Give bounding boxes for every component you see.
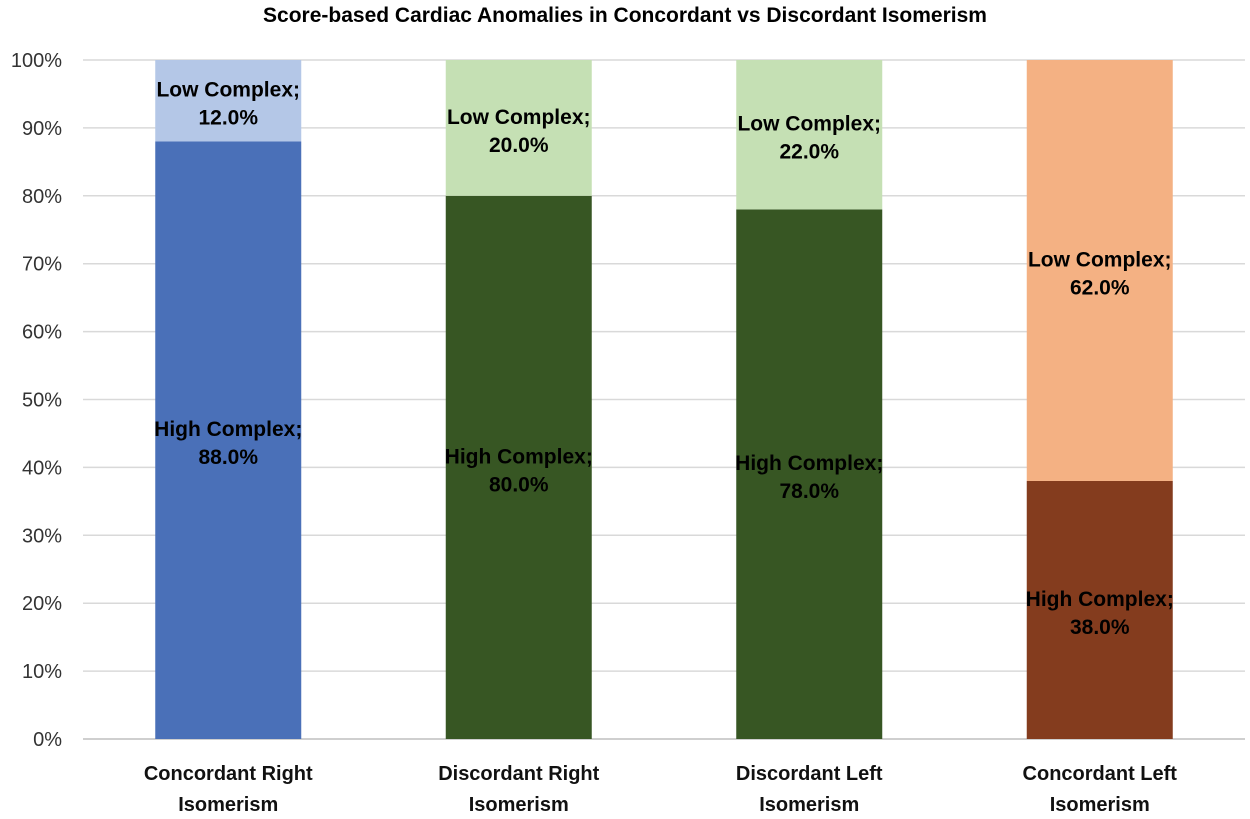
data-label: Low Complex; 62.0% <box>1028 248 1172 299</box>
bar-segment-high-complex <box>736 209 883 739</box>
data-label: High Complex; 78.0% <box>735 452 883 503</box>
data-label: High Complex; 88.0% <box>154 418 302 469</box>
x-category-label: Discordant Left Isomerism <box>736 763 883 816</box>
y-tick-label: 80% <box>22 186 62 208</box>
y-tick-label: 60% <box>22 322 62 344</box>
y-tick-label: 30% <box>22 525 62 547</box>
bar-segment-low-complex <box>155 60 302 142</box>
data-label: High Complex; 38.0% <box>1026 588 1174 639</box>
y-tick-label: 20% <box>22 593 62 615</box>
bar-segment-low-complex <box>445 60 592 196</box>
chart-title: Score-based Cardiac Anomalies in Concord… <box>263 4 987 27</box>
bar-segment-high-complex <box>155 141 302 740</box>
x-category-label: Concordant Left Isomerism <box>1023 763 1178 816</box>
bar-segment-high-complex <box>445 195 592 740</box>
y-tick-label: 90% <box>22 118 62 140</box>
y-tick-label: 0% <box>33 729 62 751</box>
data-label: High Complex; 80.0% <box>445 445 593 496</box>
bar-segment-low-complex <box>736 60 883 210</box>
y-tick-label: 10% <box>22 661 62 683</box>
bar-segment-high-complex <box>1026 480 1173 739</box>
data-label: Low Complex; 12.0% <box>156 79 300 130</box>
y-tick-label: 70% <box>22 254 62 276</box>
x-category-label: Concordant Right Isomerism <box>144 763 313 816</box>
y-tick-label: 40% <box>22 457 62 479</box>
data-label: Low Complex; 20.0% <box>447 106 591 157</box>
y-tick-label: 100% <box>11 50 62 72</box>
data-label: Low Complex; 22.0% <box>737 113 881 164</box>
y-tick-label: 50% <box>22 390 62 412</box>
x-category-label: Discordant Right Isomerism <box>438 763 599 816</box>
bar-segment-low-complex <box>1026 60 1173 481</box>
